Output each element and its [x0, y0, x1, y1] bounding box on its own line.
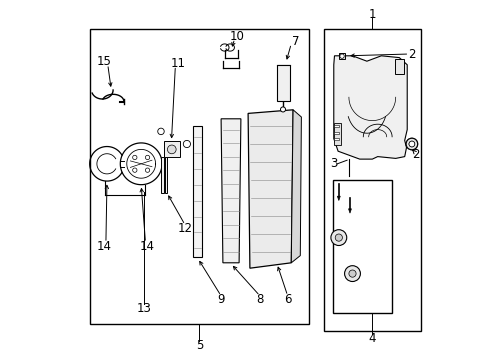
Circle shape — [408, 141, 414, 147]
Text: 12: 12 — [177, 222, 192, 235]
Circle shape — [406, 138, 417, 150]
Text: 14: 14 — [140, 240, 155, 253]
Polygon shape — [333, 56, 407, 159]
Polygon shape — [247, 110, 292, 268]
Text: 13: 13 — [136, 302, 151, 315]
Circle shape — [408, 141, 414, 147]
Polygon shape — [221, 119, 241, 263]
Bar — [338, 53, 345, 59]
Bar — [333, 123, 340, 145]
Circle shape — [406, 138, 417, 150]
Bar — [332, 180, 391, 313]
Polygon shape — [348, 209, 351, 213]
Bar — [334, 138, 338, 140]
Circle shape — [158, 128, 164, 135]
Bar — [276, 65, 289, 101]
Text: 9: 9 — [217, 293, 224, 306]
Bar — [89, 29, 309, 324]
Text: 15: 15 — [97, 55, 111, 68]
Circle shape — [145, 155, 149, 159]
Circle shape — [145, 168, 149, 172]
Text: 2: 2 — [411, 148, 418, 161]
Circle shape — [280, 107, 285, 112]
Text: 7: 7 — [291, 35, 299, 48]
Polygon shape — [193, 126, 202, 257]
Text: 3: 3 — [329, 157, 337, 170]
Text: 14: 14 — [97, 240, 111, 253]
Circle shape — [183, 140, 190, 148]
Text: 8: 8 — [256, 293, 263, 306]
Text: 5: 5 — [195, 339, 203, 352]
Circle shape — [167, 145, 176, 154]
Text: 11: 11 — [170, 57, 185, 69]
Bar — [164, 157, 167, 193]
Bar — [323, 29, 420, 331]
Text: 4: 4 — [368, 332, 375, 345]
Bar — [163, 141, 179, 157]
Circle shape — [339, 54, 344, 58]
Circle shape — [348, 270, 355, 277]
Text: 1: 1 — [368, 8, 375, 21]
Text: 2: 2 — [407, 48, 415, 60]
Circle shape — [335, 234, 342, 241]
Circle shape — [132, 155, 137, 159]
Circle shape — [132, 168, 137, 172]
Text: 10: 10 — [229, 30, 244, 42]
Circle shape — [330, 230, 346, 246]
Bar — [394, 59, 403, 74]
Text: 6: 6 — [284, 293, 291, 306]
Bar — [334, 125, 338, 127]
Bar — [334, 132, 338, 134]
Polygon shape — [291, 110, 301, 263]
Bar — [161, 157, 163, 193]
Circle shape — [344, 266, 360, 282]
Polygon shape — [337, 196, 340, 201]
